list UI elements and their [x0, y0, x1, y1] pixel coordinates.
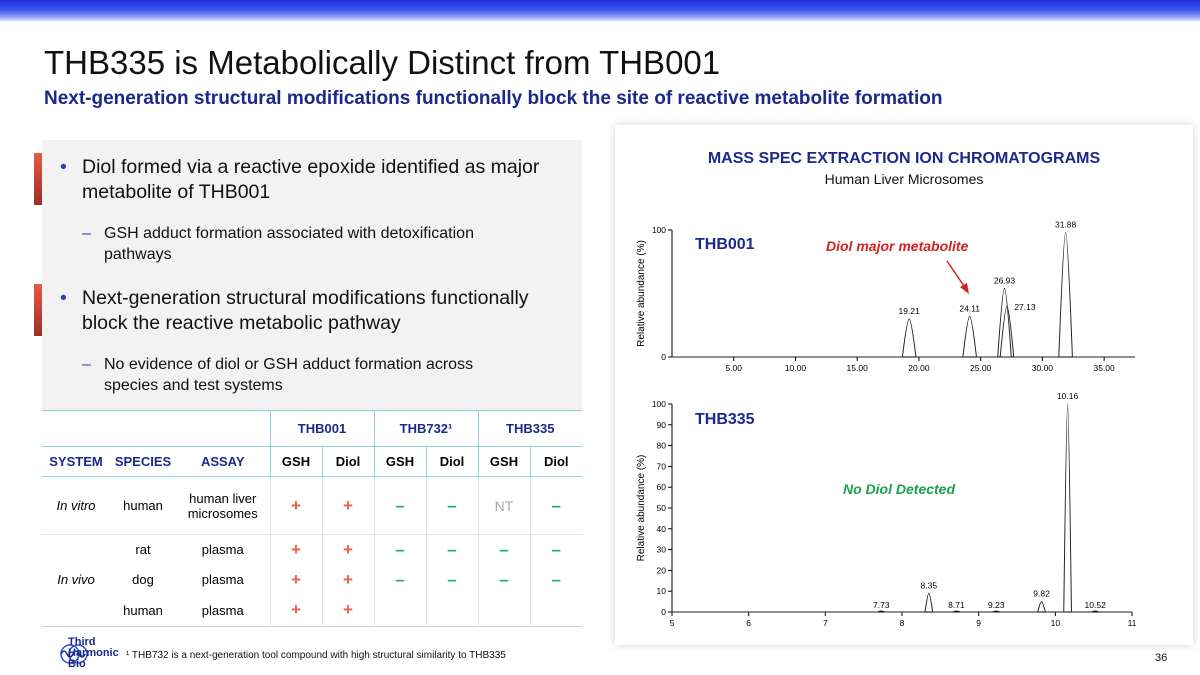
column-header: GSH — [373, 446, 426, 477]
y-tick-label: 50 — [657, 503, 667, 513]
column-header: GSH — [269, 446, 322, 477]
y-tick-label: 10 — [657, 586, 667, 596]
peak-label: 9.82 — [1033, 589, 1050, 599]
bullet-dot-icon: • — [60, 156, 67, 178]
table-row: In vivo dog plasma + + – – – – — [42, 564, 582, 595]
waveform-logo-icon — [60, 644, 88, 664]
column-header: SYSTEM — [49, 454, 103, 469]
y-tick-label: 40 — [657, 524, 667, 534]
accent-bar-1 — [34, 153, 42, 205]
peak-label: 10.16 — [1057, 391, 1079, 401]
x-tick-label: 25.00 — [970, 363, 992, 373]
text-panel — [42, 140, 582, 412]
series-label: THB001 — [695, 236, 755, 253]
column-header: Diol — [425, 446, 478, 477]
logo-text: Third Harmonic Bio — [68, 636, 119, 670]
table-row: rat plasma + + – – – – — [42, 534, 582, 565]
y-tick-label: 90 — [657, 420, 667, 430]
x-tick-label: 7 — [823, 618, 828, 628]
metabolite-table: THB001 THB732¹ THB335 SYSTEM SPECIES ASS… — [42, 410, 582, 627]
chromatogram-trace — [672, 232, 1135, 358]
y-tick-label: 70 — [657, 461, 667, 471]
x-tick-label: 9 — [976, 618, 981, 628]
dash-icon: – — [82, 225, 91, 242]
y-tick-label: 20 — [657, 565, 667, 575]
slide-title: THB335 is Metabolically Distinct from TH… — [44, 44, 721, 81]
x-tick-label: 20.00 — [908, 363, 930, 373]
peak-label: 31.88 — [1055, 220, 1077, 230]
y-tick-label: 100 — [652, 225, 666, 235]
x-tick-label: 8 — [900, 618, 905, 628]
column-header: Diol — [529, 446, 582, 477]
y-tick-label: 0 — [661, 607, 666, 617]
annotation-arrow-icon — [946, 260, 967, 290]
chart-annotation: Diol major metabolite — [826, 238, 969, 254]
compound-header: THB335 — [477, 410, 582, 447]
peak-label: 9.23 — [988, 600, 1005, 610]
column-header: Diol — [321, 446, 374, 477]
compound-header: THB732¹ — [373, 410, 478, 447]
peak-label: 24.11 — [959, 303, 980, 313]
table-row: human plasma + + — [42, 594, 582, 627]
x-tick-label: 10 — [1051, 618, 1061, 628]
column-header: GSH — [477, 446, 530, 477]
x-tick-label: 5.00 — [725, 363, 742, 373]
x-tick-label: 10.00 — [785, 363, 807, 373]
chromatogram-trace — [672, 403, 1132, 613]
footnote: ¹ THB732 is a next-generation tool compo… — [126, 650, 506, 661]
y-tick-label: 60 — [657, 482, 667, 492]
peak-label: 8.71 — [948, 600, 965, 610]
bullet-dot-icon: • — [60, 287, 67, 309]
peak-label: 10.52 — [1085, 600, 1107, 610]
y-tick-label: 100 — [652, 399, 666, 409]
dash-icon: – — [82, 356, 91, 373]
x-tick-label: 5 — [670, 618, 675, 628]
y-axis-label: Relative abundance (%) — [636, 455, 647, 562]
y-tick-label: 0 — [661, 352, 666, 362]
table-row: In vitro human human liver microsomes + … — [42, 476, 582, 535]
y-axis-label: Relative abundance (%) — [636, 240, 647, 347]
column-header: ASSAY — [200, 454, 245, 469]
x-tick-label: 11 — [1128, 618, 1137, 628]
chart-title: MASS SPEC EXTRACTION ION CHROMATOGRAMS — [707, 150, 1101, 167]
peak-label: 8.35 — [921, 580, 938, 590]
peak-label: 19.21 — [899, 306, 921, 316]
top-gradient-bar — [0, 0, 1200, 22]
compound-header: THB001 — [269, 410, 374, 447]
column-header: SPECIES — [114, 454, 172, 469]
x-tick-label: 30.00 — [1032, 363, 1054, 373]
chart-annotation: No Diol Detected — [843, 481, 955, 497]
chart-subtitle: Human Liver Microsomes — [824, 171, 984, 187]
peak-label: 7.73 — [873, 600, 890, 610]
x-tick-label: 6 — [746, 618, 751, 628]
y-tick-label: 80 — [657, 441, 667, 451]
y-tick-label: 30 — [657, 545, 667, 555]
slide-subtitle: Next-generation structural modifications… — [44, 88, 943, 109]
series-label: THB335 — [695, 411, 755, 428]
x-tick-label: 15.00 — [847, 363, 869, 373]
peak-label: 27.13 — [1014, 302, 1036, 312]
x-tick-label: 35.00 — [1093, 363, 1115, 373]
peak-label: 26.93 — [994, 275, 1016, 285]
page-number: 36 — [1155, 652, 1168, 664]
chart-panel — [615, 125, 1193, 645]
arrow-head-icon — [960, 283, 969, 294]
accent-bar-2 — [34, 284, 42, 336]
